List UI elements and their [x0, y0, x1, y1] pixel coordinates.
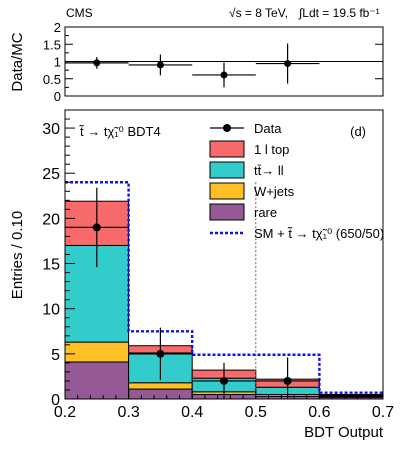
stacked-bars [64, 200, 384, 400]
bar-segment [128, 388, 193, 400]
main-y-tick-label: 10 [42, 302, 60, 319]
ratio-y-tick-label: 1 [54, 55, 61, 70]
legend-swatch [209, 203, 245, 221]
ratio-point [284, 60, 292, 68]
data-point [283, 376, 292, 385]
legend-label-signal: SM + t̃ → tχ̃₁⁰ (650/50) [254, 226, 384, 241]
signal-line [65, 181, 383, 394]
signal-step-line [65, 181, 383, 394]
data-point [220, 376, 228, 385]
bar-segment [64, 361, 130, 400]
main-panel: 0 5 10 15 20 25 30 0.2 0.3 0.4 0.5 0.6 0.7 t̃ → tχ̃… [9, 109, 394, 441]
data-point [92, 223, 101, 232]
main-x-tick-label: 0.6 [308, 404, 330, 421]
main-x-tick-label: 0.2 [54, 404, 76, 421]
main-y-tick-label: 25 [42, 166, 60, 183]
legend: Data 1 l top tt̄→ ll W+jets rare SM + t̃ → tχ… [209, 121, 384, 241]
legend-label: rare [254, 205, 277, 220]
main-x-tick-label: 0.3 [117, 404, 139, 421]
data-point [156, 349, 165, 358]
ratio-y-axis-label: Data/MC [9, 32, 26, 91]
main-x-ticks: 0.2 0.3 0.4 0.5 0.6 0.7 [54, 390, 394, 421]
main-y-tick-label: 30 [42, 121, 60, 138]
ratio-y-tick-label: 0 [54, 89, 61, 104]
main-x-tick-label: 0.7 [372, 404, 394, 421]
main-y-tick-label: 20 [42, 211, 60, 228]
experiment-label: CMS [66, 6, 93, 20]
legend-label: 1 l top [254, 142, 289, 157]
bar-segment [318, 393, 384, 396]
bar-segment [64, 341, 130, 363]
bar-segment [128, 382, 193, 390]
energy-label: √s = 8 TeV, [229, 6, 288, 20]
main-y-axis-label: Entries / 0.10 [9, 211, 26, 299]
legend-data-marker [223, 124, 231, 132]
ratio-y-ticks: 0 0.5 1 1.5 2 [43, 20, 383, 104]
main-x-axis-label: BDT Output [304, 424, 384, 441]
ratio-point [93, 59, 101, 67]
ratio-y-tick-label: 2 [54, 20, 61, 35]
main-y-tick-label: 15 [42, 257, 60, 274]
ratio-point [220, 71, 228, 79]
legend-label-data: Data [254, 121, 282, 136]
main-title: t̃ → tχ̃₁⁰ BDT4 [79, 124, 161, 139]
legend-label: tt̄→ ll [254, 163, 284, 178]
panel-label: (d) [350, 124, 366, 139]
legend-swatch [209, 182, 245, 200]
main-y-tick-label: 5 [51, 347, 60, 364]
legend-swatch [209, 140, 245, 158]
main-x-tick-label: 0.5 [245, 404, 267, 421]
legend-swatch [209, 161, 245, 179]
main-y-ticks: 0 5 10 15 20 25 30 [42, 109, 75, 409]
legend-label: W+jets [254, 184, 295, 199]
ratio-y-tick-label: 1.5 [43, 37, 61, 52]
lumi-label: ∫Ldt = 19.5 fb⁻¹ [298, 6, 380, 20]
ratio-point [156, 61, 164, 69]
ratio-y-tick-label: 0.5 [43, 72, 61, 87]
data-points [65, 187, 320, 399]
ratio-panel: 0 0.5 1 1.5 2 Data/MC [9, 20, 384, 104]
ratio-points [65, 43, 320, 88]
main-y-tick-label: 0 [51, 392, 60, 409]
main-x-tick-label: 0.4 [181, 404, 203, 421]
